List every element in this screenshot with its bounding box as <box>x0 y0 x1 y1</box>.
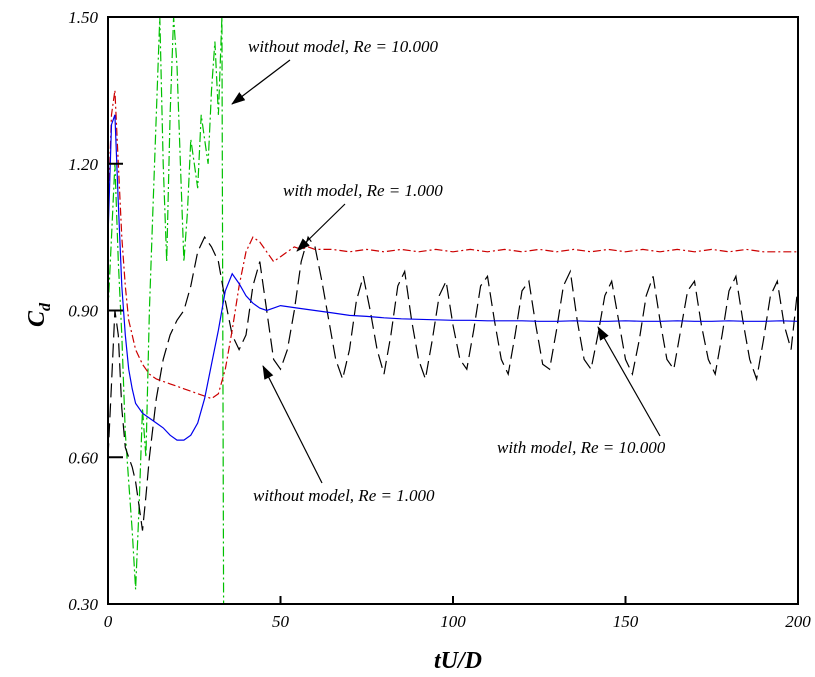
y-tick-label: 1.50 <box>68 8 98 27</box>
x-tick-label: 50 <box>272 612 290 631</box>
series-line-with-model-re10000 <box>108 114 798 441</box>
annot-without-model-re1000-arrow <box>262 365 323 484</box>
series-layer <box>108 17 798 604</box>
y-tick-label: 0.30 <box>68 595 98 614</box>
annot-without-model-re1000: without model, Re = 1.000 <box>253 486 435 505</box>
ticks-layer: 0 50 100 150 200 0.30 0.60 0.90 1.20 1.50 <box>68 8 811 631</box>
annot-with-model-re1000: with model, Re = 1.000 <box>283 181 443 200</box>
x-tick-label: 0 <box>104 612 113 631</box>
x-tick-label: 100 <box>440 612 466 631</box>
annot-without-model-re10000-arrow <box>231 59 291 105</box>
annot-with-model-re10000-arrow <box>597 326 661 437</box>
annot-with-model-re1000-arrow <box>296 203 346 252</box>
svg-text:Cd: Cd <box>24 302 54 327</box>
y-tick-label: 0.90 <box>68 302 98 321</box>
plot-frame <box>107 16 799 605</box>
x-tick-label: 200 <box>785 612 811 631</box>
annot-with-model-re10000: with model, Re = 10.000 <box>497 438 666 457</box>
y-tick-label: 0.60 <box>68 448 98 467</box>
x-axis-title: tU/D <box>434 648 482 674</box>
x-tick-label: 150 <box>613 612 639 631</box>
series-line-with-model-re1000 <box>108 90 798 400</box>
y-axis-title-sub: d <box>37 302 54 311</box>
y-axis-title-main: C <box>24 310 50 327</box>
y-axis-title: Cd <box>24 302 54 327</box>
series-line-without-model-re10000 <box>108 17 225 604</box>
series-line-without-model-re1000 <box>108 235 798 531</box>
annot-without-model-re10000: without model, Re = 10.000 <box>248 37 438 56</box>
y-tick-label: 1.20 <box>68 155 98 174</box>
